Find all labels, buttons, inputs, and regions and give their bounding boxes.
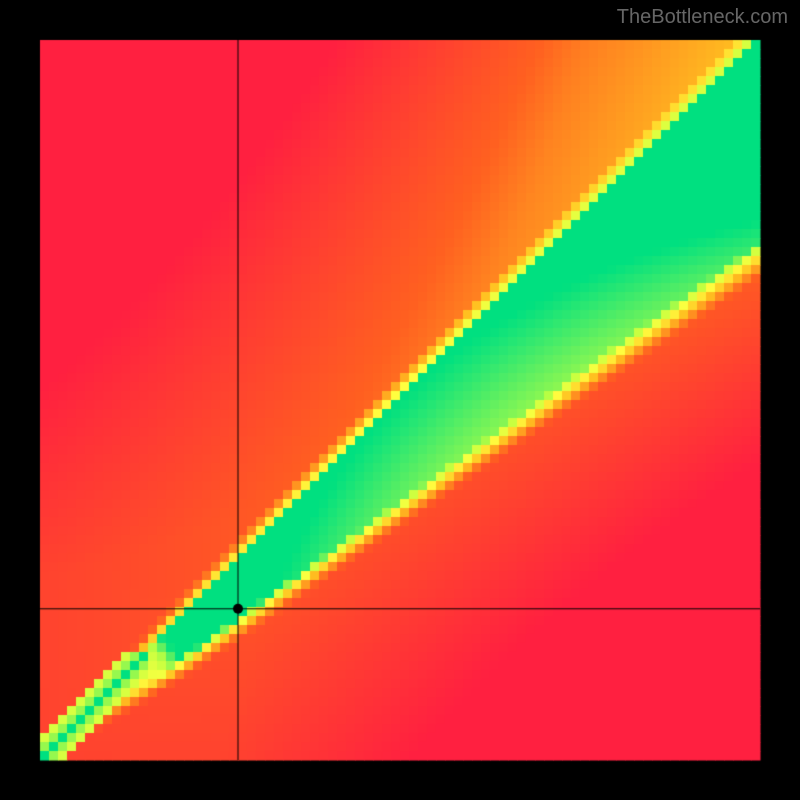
chart-container: TheBottleneck.com <box>0 0 800 800</box>
attribution-text: TheBottleneck.com <box>617 6 788 29</box>
bottleneck-heatmap <box>0 0 800 800</box>
